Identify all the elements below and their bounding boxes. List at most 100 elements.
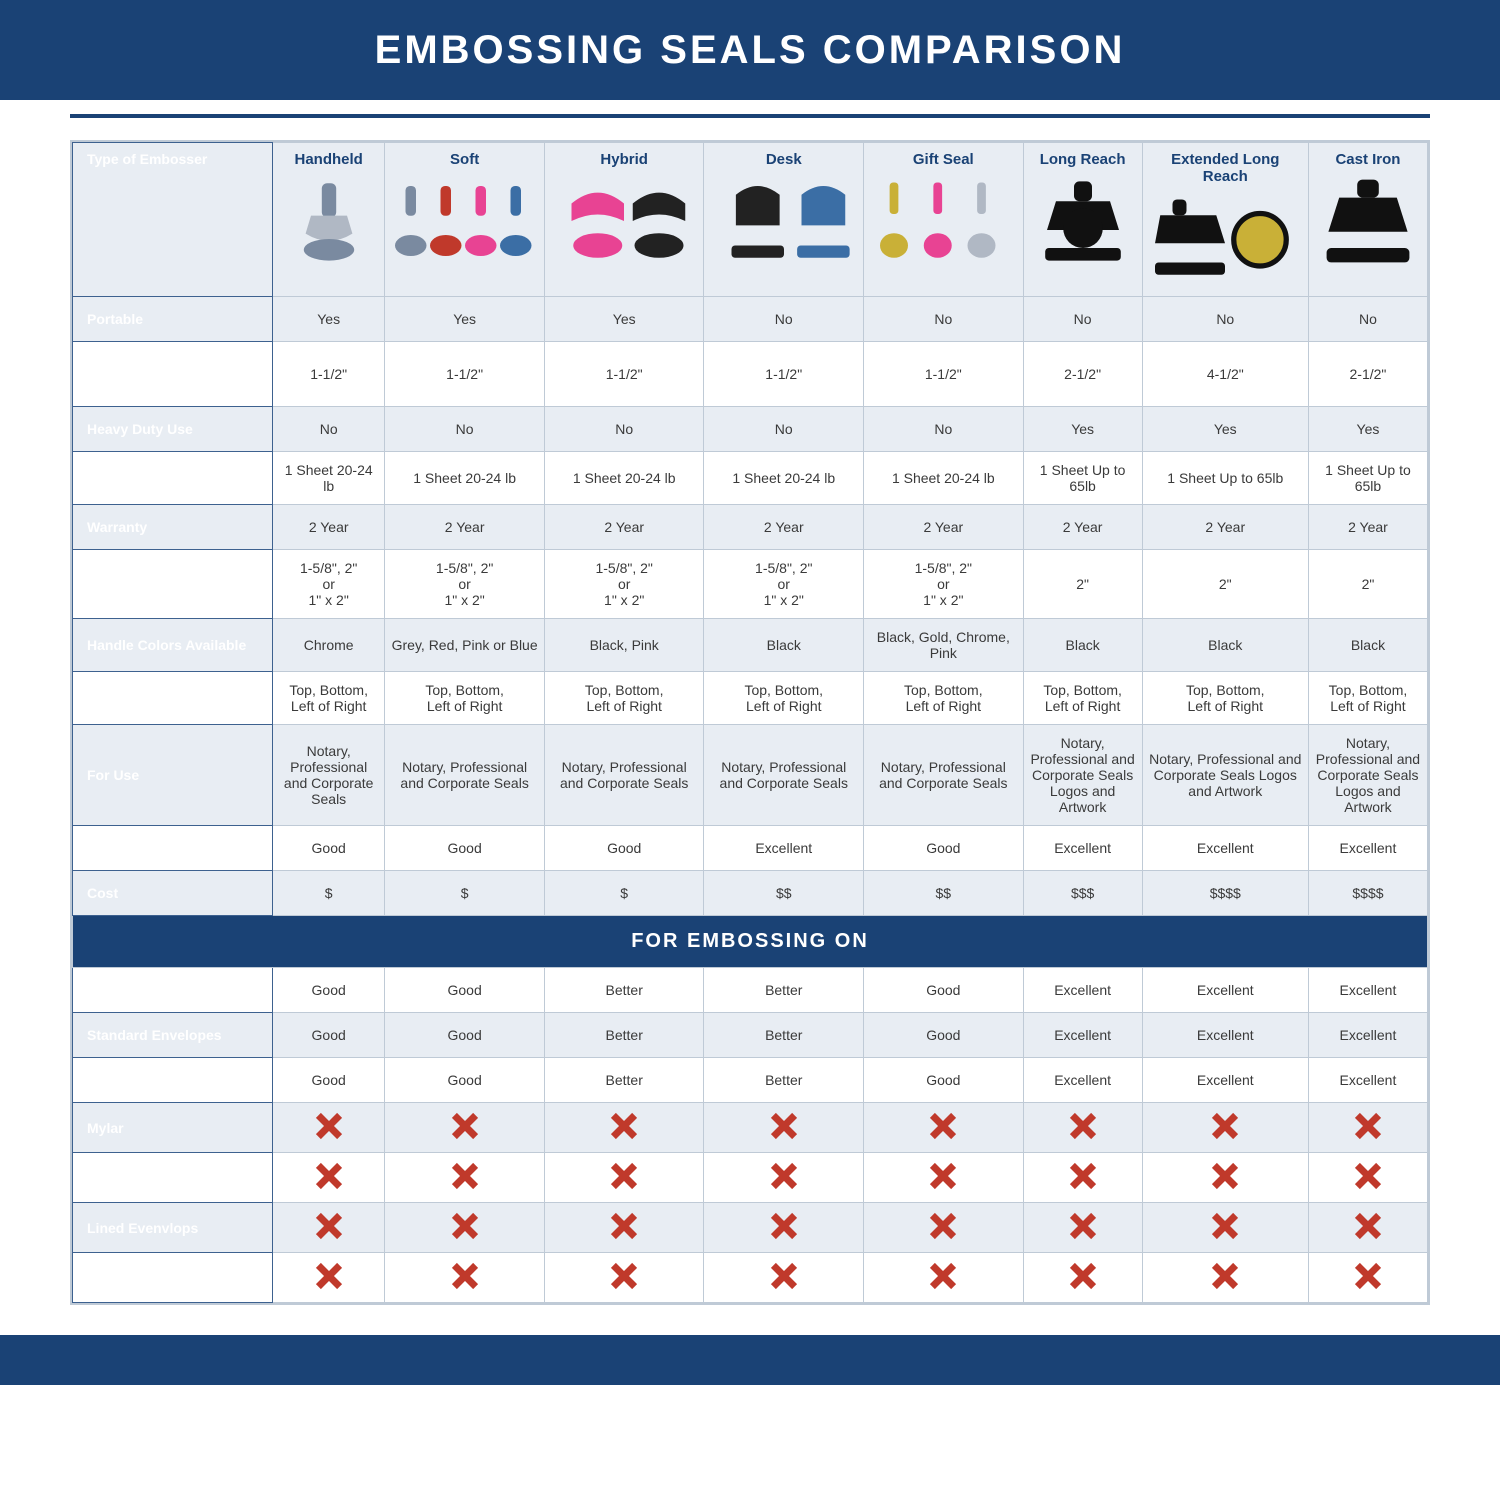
cell: Better (704, 1013, 864, 1058)
cell (273, 1253, 385, 1303)
cell (704, 1103, 864, 1153)
cell: 1 Sheet Up to 65lb (1308, 452, 1427, 505)
cell: Excellent (1308, 826, 1427, 871)
cell: Black (704, 619, 864, 672)
cell: No (1308, 297, 1427, 342)
row-e-env: Standard Envelopes GoodGoodBetterBetterG… (73, 1013, 1428, 1058)
cell: $$ (704, 871, 864, 916)
not-supported-icon (611, 1213, 637, 1239)
not-supported-icon (611, 1263, 637, 1289)
row-label: Leather (73, 1253, 273, 1303)
cell: No (1142, 297, 1308, 342)
cell: Notary, Professional and Corporate Seals… (1023, 725, 1142, 826)
cell: Yes (1023, 407, 1142, 452)
cell (544, 1203, 704, 1253)
cell: $ (385, 871, 545, 916)
table-header-row: Type of Embosser Handheld Soft Hybrid (73, 143, 1428, 297)
cell: Excellent (1023, 968, 1142, 1013)
row-e-vellum: Vellum (73, 1153, 1428, 1203)
cell: Top, Bottom,Left of Right (1142, 672, 1308, 725)
cell: Black, Gold, Chrome, Pink (864, 619, 1024, 672)
row-artwork: Artwork and Logos GoodGoodGoodExcellentG… (73, 826, 1428, 871)
row-label: Artwork and Logos (73, 826, 273, 871)
cell: Good (385, 1013, 545, 1058)
row-label: Vellum (73, 1153, 273, 1203)
cell: Notary, Professional and Corporate Seals (544, 725, 704, 826)
cell: 1 Sheet 20-24 lb (704, 452, 864, 505)
col-header-gift: Gift Seal (864, 143, 1024, 297)
cell: 2 Year (1023, 505, 1142, 550)
not-supported-icon (452, 1163, 478, 1189)
cell (1023, 1203, 1142, 1253)
row-warranty: Warranty 2 Year2 Year2 Year2 Year2 Year2… (73, 505, 1428, 550)
page-title: EMBOSSING SEALS COMPARISON (375, 28, 1126, 73)
cell: $$$$ (1142, 871, 1308, 916)
cell (273, 1103, 385, 1153)
row-plate: Plate Size (Design can beany size inbetw… (73, 550, 1428, 619)
cell: 1 Sheet 20-24 lb (273, 452, 385, 505)
cell: Notary, Professional and Corporate Seals… (1142, 725, 1308, 826)
col-header-cast: Cast Iron (1308, 143, 1427, 297)
row-paper: Paper 1 Sheet 20-24 lb1 Sheet 20-24 lb1 … (73, 452, 1428, 505)
col-header-desk: Desk (704, 143, 864, 297)
cell: No (864, 407, 1024, 452)
cell (1142, 1153, 1308, 1203)
cell: Excellent (1142, 1058, 1308, 1103)
not-supported-icon (930, 1163, 956, 1189)
cell: Good (864, 1058, 1024, 1103)
col-label: Handheld (279, 151, 378, 168)
col-header-ext: Extended Long Reach (1142, 143, 1308, 297)
not-supported-icon (1070, 1213, 1096, 1239)
cell: No (864, 297, 1024, 342)
not-supported-icon (316, 1163, 342, 1189)
cell: No (273, 407, 385, 452)
cell: Top, Bottom,Left of Right (864, 672, 1024, 725)
not-supported-icon (771, 1113, 797, 1139)
row-label: Lined Evenvlops (73, 1203, 273, 1253)
cell: Good (273, 1013, 385, 1058)
row-portable: Portable YesYesYesNoNoNoNoNo (73, 297, 1428, 342)
cell (1142, 1253, 1308, 1303)
not-supported-icon (452, 1113, 478, 1139)
cell: Top, Bottom,Left of Right (704, 672, 864, 725)
section-embossing-on: FOR EMBOSSING ON (73, 916, 1428, 968)
not-supported-icon (1070, 1163, 1096, 1189)
col-header-handheld: Handheld (273, 143, 385, 297)
cell: $$$$ (1308, 871, 1427, 916)
cell: 1 Sheet Up to 65lb (1142, 452, 1308, 505)
cell: 1 Sheet 20-24 lb (544, 452, 704, 505)
cell: Notary, Professional and Corporate Seals… (1308, 725, 1427, 826)
not-supported-icon (771, 1263, 797, 1289)
cell (1023, 1153, 1142, 1203)
cell: 1 Sheet 20-24 lb (385, 452, 545, 505)
cell (1308, 1153, 1427, 1203)
row-label: Portable (73, 297, 273, 342)
soft-embosser-icon (395, 176, 535, 269)
row-e-mylar: Mylar (73, 1103, 1428, 1153)
cell (704, 1253, 864, 1303)
cell: Notary, Professional and Corporate Seals (864, 725, 1024, 826)
cell: Good (273, 1058, 385, 1103)
cell: Black (1308, 619, 1427, 672)
cell: 2" (1142, 550, 1308, 619)
not-supported-icon (771, 1163, 797, 1189)
cell: No (1023, 297, 1142, 342)
cell (1308, 1103, 1427, 1153)
cell: 2 Year (385, 505, 545, 550)
cell: Top, Bottom,Left of Right (544, 672, 704, 725)
cell: Excellent (1308, 1058, 1427, 1103)
row-label: Light Cardstock (73, 1058, 273, 1103)
cell: Excellent (1142, 1013, 1308, 1058)
cell: Good (385, 968, 545, 1013)
cell (864, 1253, 1024, 1303)
cell: Better (544, 1013, 704, 1058)
hybrid-embosser-icon (554, 176, 694, 269)
row-label-type: Type of Embosser (73, 143, 273, 297)
row-label: Warranty (73, 505, 273, 550)
cell: Grey, Red, Pink or Blue (385, 619, 545, 672)
cell: Top, Bottom,Left of Right (273, 672, 385, 725)
col-label: Desk (710, 151, 857, 168)
cell: 1-5/8", 2"or1" x 2" (704, 550, 864, 619)
cell: Good (864, 968, 1024, 1013)
row-label: Standard Envelopes (73, 1013, 273, 1058)
